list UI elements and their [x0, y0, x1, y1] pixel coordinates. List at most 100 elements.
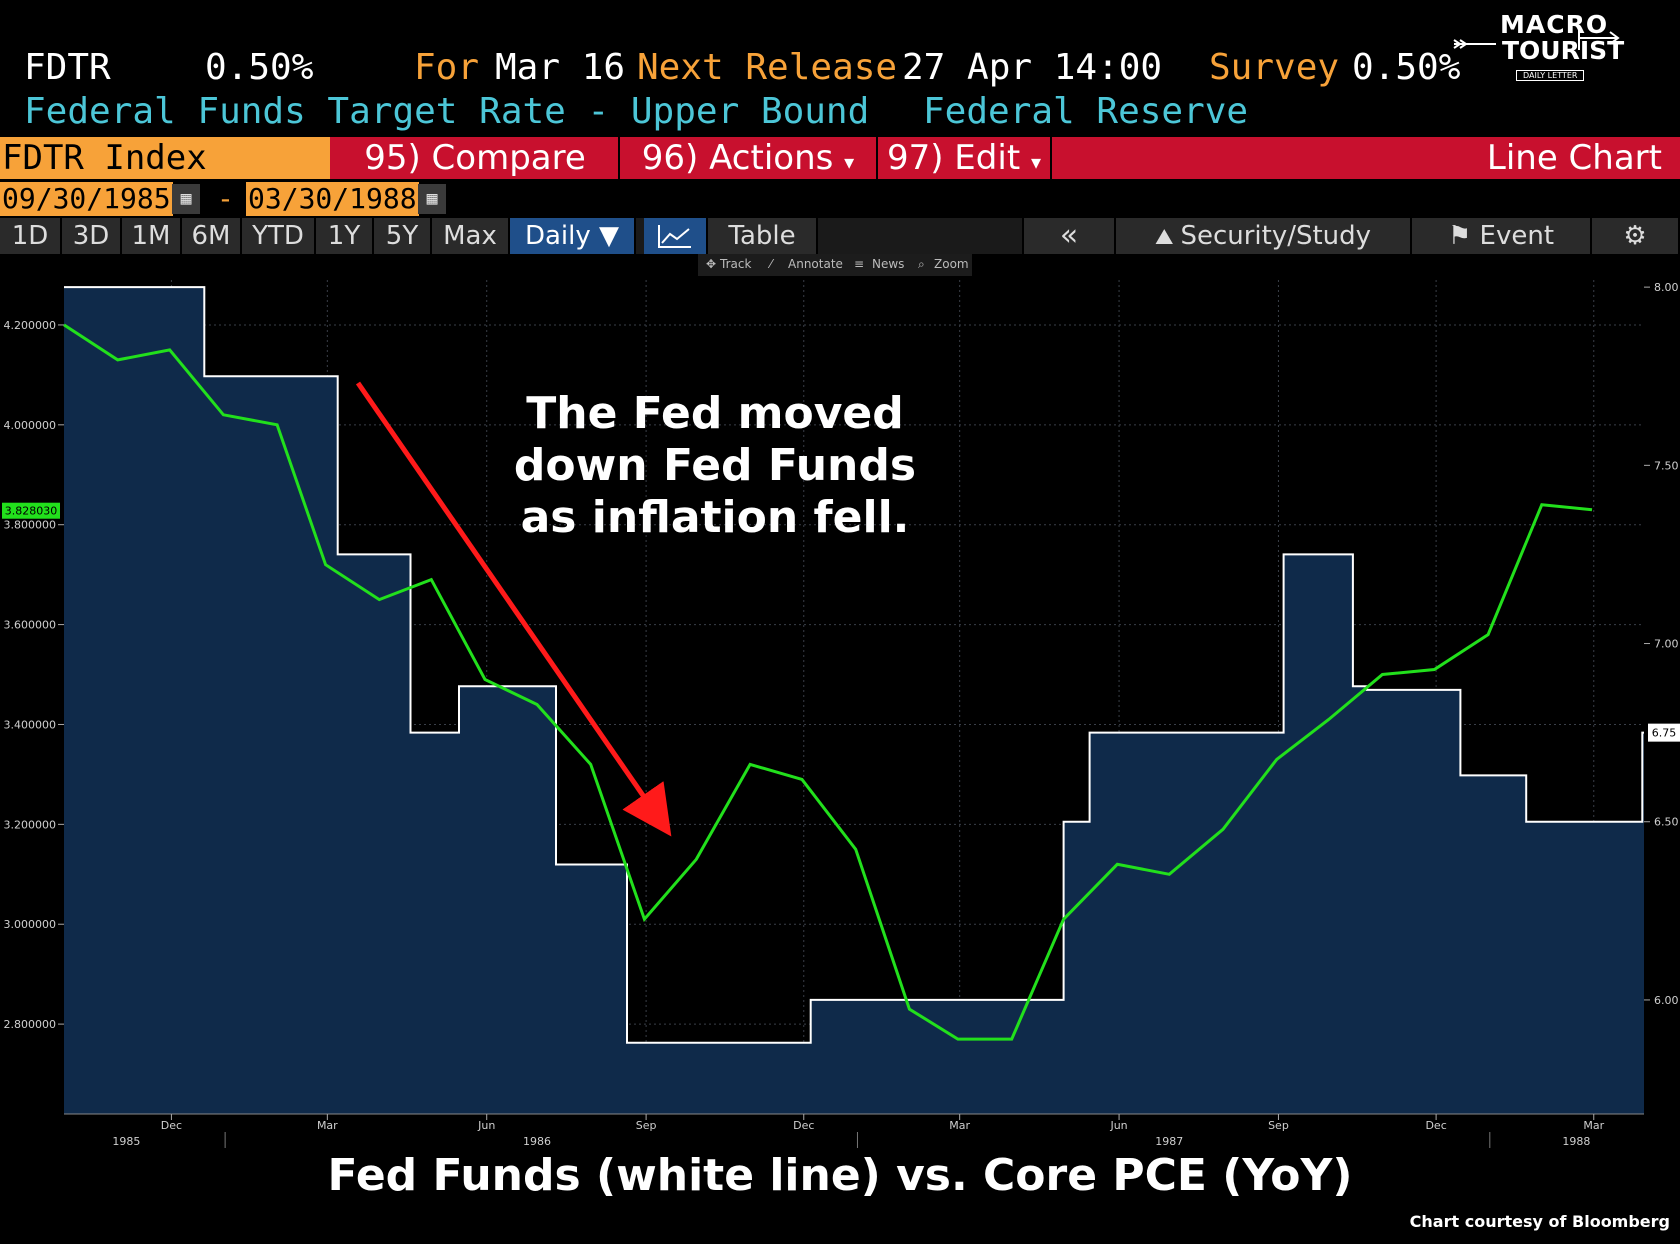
chart-annotation: The Fed moved down Fed Funds as inflatio…	[480, 388, 950, 544]
x-month-label: Dec	[1425, 1119, 1446, 1132]
pce-last-badge	[2, 502, 60, 519]
event-button[interactable]: ⚑ Event	[1412, 218, 1592, 254]
period-toolbar: 1D 3D 1M 6M YTD 1Y 5Y Max Daily ▼ Table …	[0, 218, 1680, 254]
fed-funds-line	[64, 286, 1644, 1044]
security-study-button[interactable]: ⛰ Security/Study	[1116, 218, 1412, 254]
left-axis-label: 3.400000	[4, 718, 57, 731]
for-date: Mar 16	[495, 47, 626, 88]
table-button[interactable]: Table	[708, 218, 818, 254]
x-year-label: 1985	[112, 1135, 140, 1148]
security-value: 0.50%	[205, 47, 314, 88]
frequency-dropdown[interactable]: Daily ▼	[510, 218, 636, 254]
x-month-label: Sep	[636, 1119, 657, 1132]
left-axis-label: 3.800000	[4, 519, 57, 532]
left-axis-label: 3.200000	[4, 818, 57, 831]
period-1y[interactable]: 1Y	[316, 218, 374, 254]
survey-label: Survey	[1209, 47, 1340, 88]
fed-last-badge	[1648, 723, 1680, 742]
period-ytd[interactable]: YTD	[242, 218, 316, 254]
track-icon[interactable]: ✥	[706, 257, 717, 271]
x-year-label: 1986	[523, 1135, 551, 1148]
for-label: For	[414, 47, 480, 88]
news-tool[interactable]: News	[872, 257, 905, 271]
x-year-label: 1987	[1155, 1135, 1183, 1148]
actions-label: 96) Actions	[641, 138, 834, 178]
security-study-label: Security/Study	[1180, 221, 1372, 251]
flag-icon: ⚑	[1447, 221, 1480, 251]
fed-last-value: 6.75	[1652, 727, 1677, 740]
logo-arrows	[1453, 28, 1620, 50]
period-5y[interactable]: 5Y	[374, 218, 432, 254]
line-chart-glyph	[658, 225, 691, 248]
edit-button[interactable]: 97) Edit ▾	[878, 137, 1052, 179]
compare-button[interactable]: 95) Compare	[332, 137, 620, 179]
date-separator: -	[217, 182, 234, 215]
function-toolbar: FDTR Index 95) Compare 96) Actions ▾ 97)…	[0, 137, 1680, 179]
right-axis-label: 6.50	[1654, 816, 1679, 829]
x-year-label: 1988	[1562, 1135, 1590, 1148]
right-axis-label: 8.00	[1654, 281, 1679, 294]
x-month-label: Dec	[161, 1119, 182, 1132]
zoom-icon[interactable]: ⌕	[918, 257, 925, 271]
chart-footer-title: Fed Funds (white line) vs. Core PCE (YoY…	[327, 1150, 1353, 1201]
next-release-label: Next Release	[637, 47, 898, 88]
collapse-button[interactable]: «	[1024, 218, 1116, 254]
x-month-label: Dec	[793, 1119, 814, 1132]
x-month-label: Sep	[1268, 1119, 1289, 1132]
edit-label: 97) Edit	[886, 138, 1021, 178]
event-label: Event	[1479, 221, 1555, 251]
zoom-tool[interactable]: Zoom	[934, 257, 969, 271]
security-ticker: FDTR	[24, 47, 111, 88]
news-icon[interactable]: ≡	[854, 257, 865, 271]
actions-caret-icon: ▾	[844, 150, 855, 174]
x-month-label: Mar	[317, 1119, 338, 1132]
toolbar-spacer	[818, 218, 1024, 254]
actions-button[interactable]: 96) Actions ▾	[620, 137, 878, 179]
annotation-line-2: down Fed Funds	[513, 440, 917, 491]
left-axis-label: 4.200000	[4, 319, 57, 332]
start-date-input[interactable]: 09/30/1985	[0, 182, 173, 216]
period-1m[interactable]: 1M	[122, 218, 182, 254]
period-3d[interactable]: 3D	[62, 218, 122, 254]
chart-mini-toolbar: ✥ Track ⁄ Annotate ≡ News ⌕ Zoom	[698, 254, 972, 276]
right-axis-label: 7.00	[1654, 638, 1679, 651]
period-max[interactable]: Max	[432, 218, 510, 254]
line-chart-icon[interactable]	[644, 218, 708, 254]
edit-caret-icon: ▾	[1030, 150, 1042, 174]
settings-gear-icon[interactable]: ⚙	[1592, 218, 1680, 254]
security-study-icon: ⛰	[1154, 225, 1181, 250]
end-date-input[interactable]: 03/30/1988	[246, 182, 419, 216]
annotation-line-1: The Fed moved	[526, 388, 904, 439]
logo-line-2: TOURIST	[1502, 36, 1625, 65]
x-month-label: Jun	[1109, 1119, 1127, 1132]
left-axis-label: 3.000000	[4, 918, 57, 931]
decline-arrow	[355, 381, 672, 837]
chart-type-label[interactable]: Line Chart	[1486, 138, 1662, 178]
fed-funds-area	[64, 287, 1644, 1115]
x-month-label: Jun	[477, 1119, 495, 1132]
annotate-icon[interactable]: ⁄	[770, 257, 773, 271]
core-pce-line	[63, 323, 1593, 1041]
chart-credit: Chart courtesy of Bloomberg	[1409, 1212, 1670, 1231]
end-calendar-icon[interactable]: ▦	[418, 184, 446, 214]
survey-value: 0.50%	[1352, 47, 1461, 88]
annotate-tool[interactable]: Annotate	[788, 257, 843, 271]
right-axis-label: 7.50	[1654, 459, 1679, 472]
period-1d[interactable]: 1D	[0, 218, 62, 254]
x-month-label: Mar	[1583, 1119, 1604, 1132]
left-axis-label: 3.600000	[4, 619, 57, 632]
logo-line-3: DAILY LETTER	[1516, 70, 1585, 81]
left-axis-label: 2.800000	[4, 1018, 57, 1031]
index-field[interactable]: FDTR Index	[0, 137, 330, 179]
logo-line-1: MACRO	[1500, 10, 1609, 39]
next-release-date: 27 Apr 14:00	[902, 47, 1163, 88]
x-month-label: Mar	[949, 1119, 970, 1132]
track-tool[interactable]: Track	[720, 257, 752, 271]
right-axis-label: 6.00	[1654, 994, 1679, 1007]
pce-last-value: 3.828030	[5, 505, 58, 518]
period-6m[interactable]: 6M	[182, 218, 242, 254]
security-name: Federal Funds Target Rate - Upper Bound	[24, 91, 870, 132]
macro-tourist-logo: MACRO TOURIST DAILY LETTER	[1452, 10, 1625, 90]
start-calendar-icon[interactable]: ▦	[172, 184, 200, 214]
